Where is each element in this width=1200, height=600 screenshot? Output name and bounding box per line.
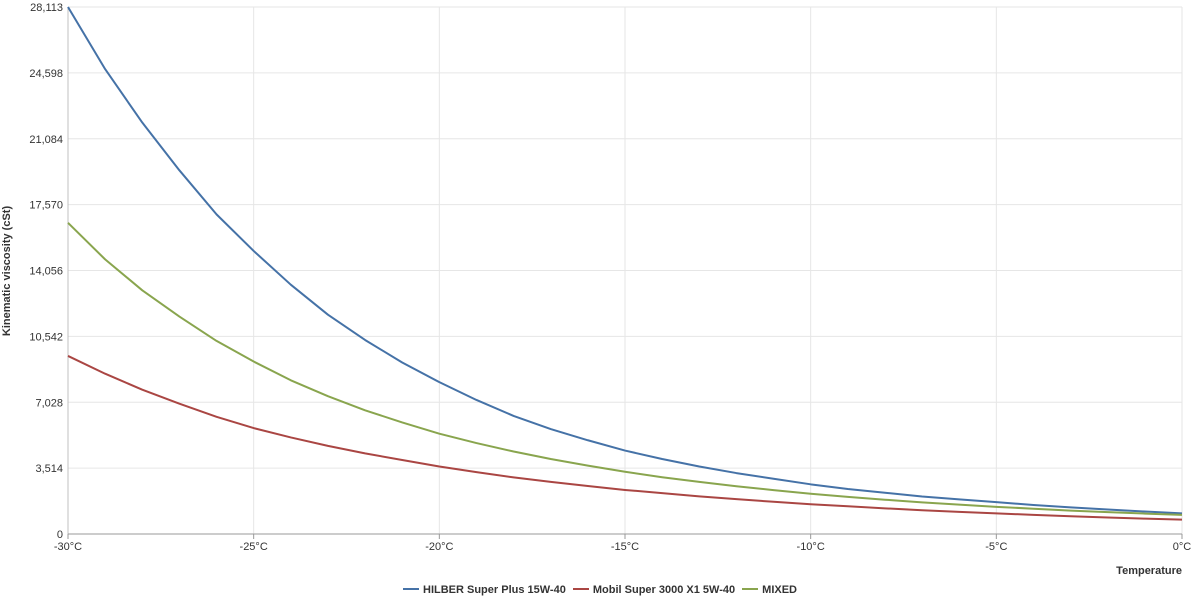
legend-item-hilber[interactable]: HILBER Super Plus 15W-40	[403, 584, 566, 596]
chart-tick-labels: 0 3,514 7,028 10,542 14,056 17,570 21,084 24,59…	[29, 2, 1191, 553]
y-tick-label: 21,084	[29, 134, 63, 146]
series-line-hilber-super-plus-15w-40[interactable]	[67, 6, 1183, 515]
legend-label-hilber: HILBER Super Plus 15W-40	[423, 584, 566, 596]
y-tick-label: 17,570	[29, 200, 63, 212]
y-tick-label: 3,514	[35, 463, 63, 475]
x-tick-label: -25°C	[240, 541, 268, 553]
chart-grid	[67, 6, 1183, 535]
x-axis-title: Temperature	[1116, 565, 1182, 577]
x-tick-label: -20°C	[425, 541, 453, 553]
y-tick-label: 10,542	[29, 331, 63, 343]
legend-swatch-hilber	[403, 588, 419, 591]
legend-item-mixed[interactable]: MIXED	[742, 584, 797, 596]
x-tick-label: -15°C	[611, 541, 639, 553]
y-tick-label: 0	[57, 529, 63, 541]
y-tick-label: 7,028	[35, 397, 63, 409]
series-line-mobil-super-3000-x1-5w-40[interactable]	[67, 355, 1183, 521]
y-tick-label: 24,598	[29, 68, 63, 80]
legend-swatch-mixed	[742, 588, 759, 591]
x-tick-label: -30°C	[54, 541, 82, 553]
y-tick-label: 14,056	[29, 266, 63, 278]
legend-label-mixed: MIXED	[762, 584, 797, 596]
chart-series	[67, 6, 1183, 521]
legend-label-mobil: Mobil Super 3000 X1 5W-40	[592, 584, 736, 596]
y-axis-title: Kinematic viscosity (cSt)	[1, 206, 13, 337]
x-tick-label: 0°C	[1173, 541, 1192, 553]
y-tick-label: 28,113	[30, 2, 63, 14]
x-tick-label: -5°C	[985, 541, 1007, 553]
legend-item-mobil[interactable]: Mobil Super 3000 X1 5W-40	[572, 584, 736, 596]
chart-legend: HILBER Super Plus 15W-40 Mobil Super 300…	[0, 584, 1200, 596]
legend-swatch-mobil	[572, 588, 589, 591]
chart-axes	[67, 7, 1183, 539]
series-line-mixed[interactable]	[67, 222, 1183, 516]
x-tick-label: -10°C	[797, 541, 825, 553]
